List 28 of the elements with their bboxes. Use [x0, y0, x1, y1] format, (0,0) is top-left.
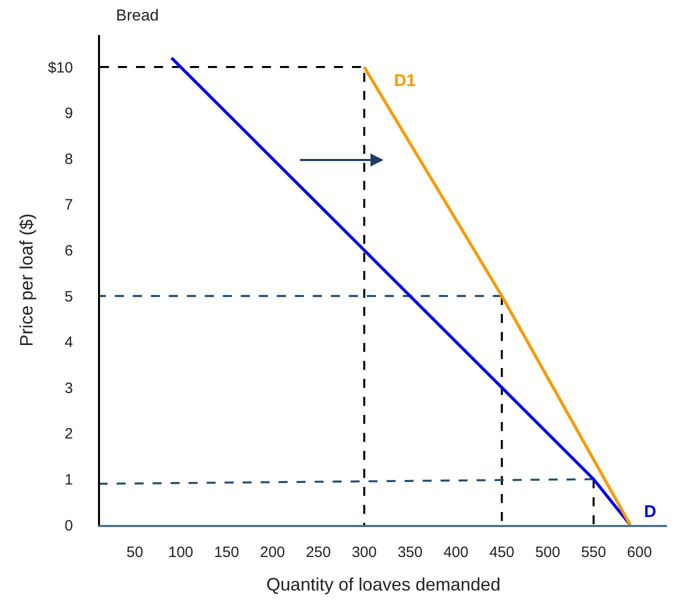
y-tick-label: 7: [64, 196, 73, 214]
x-tick-label: 200: [260, 544, 286, 561]
y-tick-label: 8: [64, 150, 73, 168]
y-tick-label: 0: [64, 517, 73, 534]
x-tick-label: 400: [443, 544, 468, 561]
x-tick-label: 300: [352, 544, 377, 561]
y-tick-label: 1: [64, 471, 73, 488]
x-tick-label: 150: [214, 544, 240, 561]
y-tick-label: 5: [64, 288, 73, 306]
y-tick-label: 3: [64, 380, 73, 397]
y-tick-label: 2: [64, 426, 73, 443]
series-label: D1: [394, 71, 416, 90]
x-tick-label: 550: [581, 544, 606, 561]
y-axis-title: Price per loaf ($): [16, 213, 37, 347]
series-label: D: [644, 502, 656, 521]
x-tick-label: 100: [168, 544, 194, 561]
x-axis-title: Quantity of loaves demanded: [266, 574, 501, 595]
x-tick-label: 450: [489, 544, 514, 561]
y-tick-label: 6: [64, 242, 73, 260]
chart-title: Bread: [116, 7, 159, 24]
y-tick-label: 9: [64, 105, 73, 122]
x-tick-label: 250: [306, 544, 331, 561]
x-tick-label: 500: [535, 544, 560, 561]
x-tick-label: 600: [626, 544, 652, 561]
y-tick-label: $10: [48, 59, 73, 76]
y-tick-label: 4: [64, 334, 73, 352]
x-tick-label: 350: [398, 544, 423, 561]
x-tick-label: 50: [126, 544, 144, 561]
